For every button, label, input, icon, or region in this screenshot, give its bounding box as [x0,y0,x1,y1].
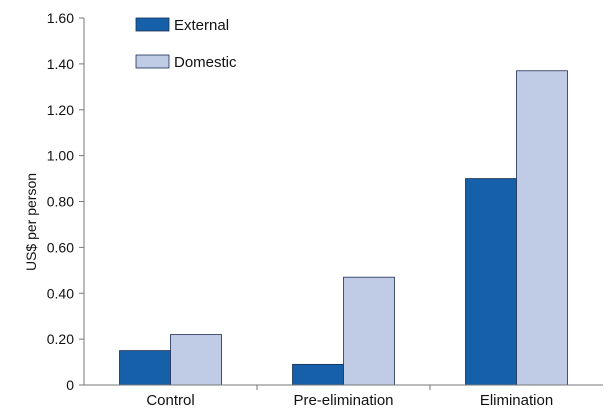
y-axis-ticks: 0 0.20 0.40 0.60 0.80 1.00 1.20 1.40 1.60 [47,10,84,393]
y-axis-title: US$ per person [23,173,39,271]
y-tick-label: 1.00 [47,148,74,164]
y-tick-label: 0.80 [47,194,74,210]
x-axis-ticks: Control Pre-elimination Elimination [146,385,553,409]
legend-swatch-external [135,17,170,32]
y-tick-label: 0 [66,377,74,393]
legend: External Domestic [135,17,237,71]
bar-external-control [119,350,171,386]
bar-external-pre-elimination [292,363,344,386]
y-tick-label: 0.20 [47,331,74,347]
y-tick-label: 0.60 [47,239,74,255]
legend-label-external: External [174,17,229,34]
y-tick-label: 0.40 [47,285,74,301]
bar-domestic-pre-elimination [343,276,395,386]
x-category-label: Pre-elimination [293,392,393,409]
bar-domestic-elimination [516,70,568,386]
y-tick-label: 1.60 [47,10,74,26]
bar-domestic-control [170,334,222,386]
legend-swatch-domestic [135,54,170,69]
bars-group [119,70,568,386]
legend-label-domestic: Domestic [174,54,237,71]
bar-external-elimination [465,178,517,386]
x-category-label: Control [146,392,194,409]
x-category-label: Elimination [480,392,553,409]
y-tick-label: 1.20 [47,102,74,118]
y-tick-label: 1.40 [47,56,74,72]
